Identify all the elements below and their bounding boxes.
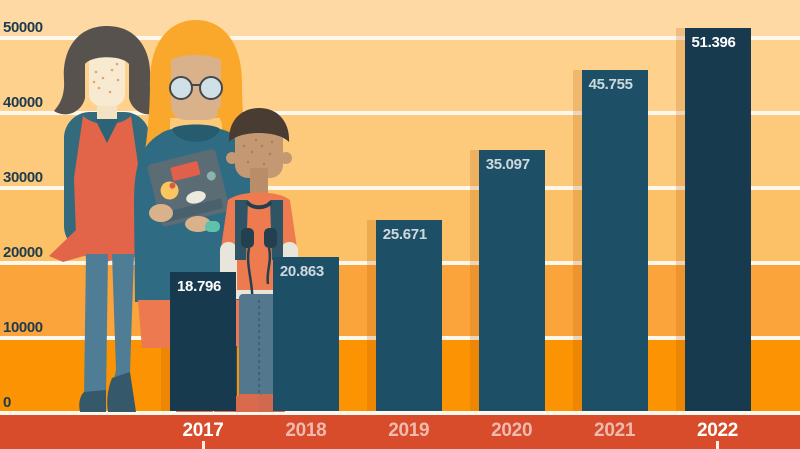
- year-label-2017: 2017: [182, 420, 224, 441]
- bar-value-label: 35.097: [485, 155, 530, 173]
- bar-2020: 35.097: [478, 149, 545, 411]
- y-axis-label: 50000: [3, 19, 43, 36]
- year-label-2019: 2019: [388, 420, 430, 441]
- bar-value-label: 45.755: [588, 75, 633, 93]
- bar-shadow: [469, 149, 479, 411]
- year-label-2020: 2020: [491, 420, 533, 441]
- gridline: [0, 111, 800, 115]
- y-axis-label: 40000: [3, 94, 43, 111]
- bar-shadow: [675, 27, 685, 411]
- gridline: [0, 186, 800, 190]
- year-label-2022: 2022: [696, 420, 739, 441]
- bar-shadow: [366, 220, 376, 411]
- x-axis-tick: [201, 441, 205, 449]
- y-axis-label: 0: [3, 394, 11, 411]
- x-axis-tick: [716, 441, 719, 449]
- x-axis-band: [0, 415, 800, 449]
- y-axis-label: 20000: [3, 244, 43, 261]
- gridline: [0, 411, 800, 415]
- gridline: [0, 36, 800, 40]
- bar-value-label: 25.671: [382, 226, 427, 244]
- year-label-2021: 2021: [594, 420, 636, 441]
- bar-shadow: [572, 69, 582, 411]
- bar-2021: 45.755: [581, 69, 648, 411]
- year-label-2018: 2018: [285, 420, 327, 441]
- y-axis-label: 30000: [3, 169, 43, 186]
- bar-value-label: 51.396: [691, 33, 736, 51]
- bar-2019: 25.671: [375, 220, 442, 411]
- bar-2022: 51.396: [684, 27, 751, 411]
- y-axis-label: 10000: [3, 319, 43, 336]
